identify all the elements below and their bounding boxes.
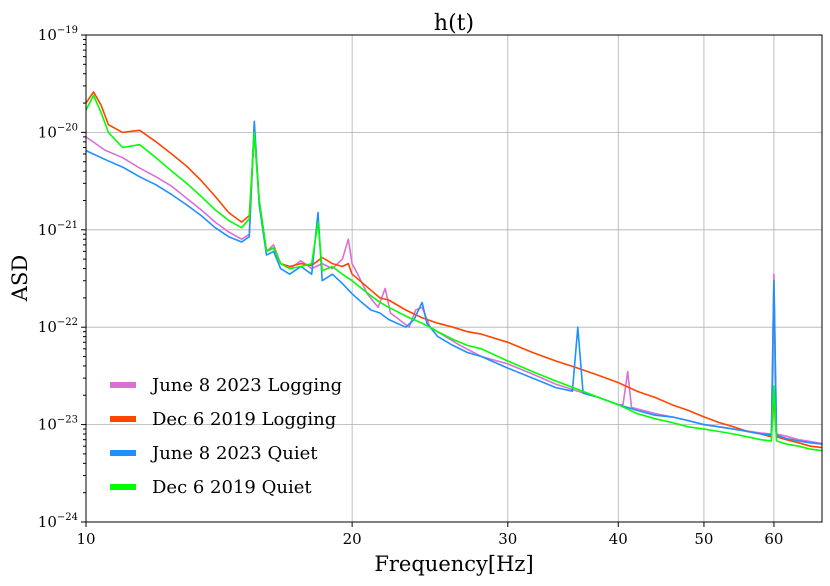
- x-axis: 10 20 30 40 50 60: [76, 522, 783, 548]
- x-tick-label: 60: [764, 530, 783, 548]
- y-tick-label: 10−23: [38, 415, 78, 434]
- x-tick-label: 20: [343, 530, 362, 548]
- y-tick-label: 10−22: [38, 317, 78, 336]
- y-tick-label: 10−20: [38, 122, 78, 141]
- y-tick-label: 10−24: [38, 512, 78, 531]
- x-axis-label: Frequency[Hz]: [374, 552, 533, 576]
- legend-label: Dec 6 2019 Quiet: [152, 477, 312, 498]
- y-tick-label: 10−19: [38, 25, 78, 44]
- series-line-dec-6-2019-quiet: [85, 94, 823, 452]
- series-group: [85, 91, 823, 452]
- legend: June 8 2023 Logging Dec 6 2019 Logging Jun…: [110, 375, 342, 498]
- y-tick-label: 10−21: [38, 220, 78, 239]
- legend-label: June 8 2023 Quiet: [150, 443, 318, 464]
- y-axis-label: ASD: [8, 255, 32, 302]
- chart-title: h(t): [434, 11, 474, 36]
- legend-label: June 8 2023 Logging: [150, 375, 342, 396]
- x-tick-label: 50: [694, 530, 713, 548]
- y-axis: 10−19 10−20 10−21 10−22 10−23 10−24: [38, 25, 86, 531]
- x-tick-label: 10: [76, 530, 95, 548]
- plot-frame: [85, 34, 823, 523]
- x-tick-label: 40: [609, 530, 628, 548]
- series-line-dec-6-2019-logging: [85, 91, 823, 449]
- x-tick-label: 30: [498, 530, 517, 548]
- legend-label: Dec 6 2019 Logging: [152, 409, 336, 430]
